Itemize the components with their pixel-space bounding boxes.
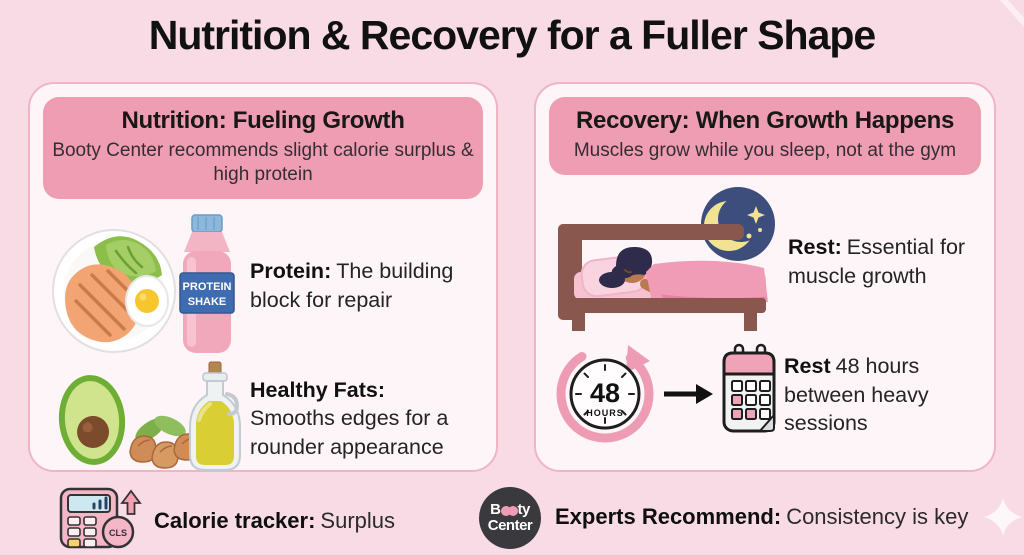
rest-row: Rest: Essential for muscle growth <box>536 187 994 337</box>
recovery-card: Recovery: When Growth Happens Muscles gr… <box>534 82 996 472</box>
clock-48-value: 48 <box>590 378 620 408</box>
rest-48-text: Rest 48 hours between heavy sessions <box>776 352 984 437</box>
rest-48-hours-icon: 48 HOURS <box>552 339 776 450</box>
recovery-subtitle: Muscles grow while you sleep, not at the… <box>573 140 957 161</box>
calorie-tracker-label: Calorie tracker: <box>154 507 316 533</box>
healthy-fats-icon <box>46 360 242 477</box>
rest-48-description: 48 hours between heavy sessions <box>784 354 929 435</box>
calculator-icon: CLS <box>58 486 144 555</box>
page-title: Nutrition & Recovery for a Fuller Shape <box>148 12 877 58</box>
calculator-cls-badge: CLS <box>109 528 127 538</box>
sparkle-icon <box>983 497 1023 542</box>
logo-letters-ty: ty <box>517 501 531 519</box>
experts-recommend-text: Experts Recommend: Consistency is key <box>555 504 968 530</box>
sleeping-bed-icon <box>552 184 780 339</box>
protein-meal-icon: PROTEIN SHAKE <box>46 209 242 362</box>
logo-letter-b: B <box>490 501 501 519</box>
nutrition-banner: Nutrition: Fueling Growth Booty Center r… <box>43 97 483 199</box>
nutrition-card: Nutrition: Fueling Growth Booty Center r… <box>28 82 498 472</box>
calorie-tracker-text: Calorie tracker: Surplus <box>154 508 395 534</box>
protein-label: Protein: <box>250 259 332 284</box>
protein-description: The building block for repair <box>250 259 454 312</box>
recovery-header: Recovery: When Growth Happens <box>575 107 955 134</box>
calorie-tracker-value: Surplus <box>320 507 396 533</box>
healthy-fats-label: Healthy Fats: <box>250 377 386 402</box>
healthy-fats-description: Smooths edges for a rounder appearance <box>250 406 449 459</box>
experts-recommend-item: Experts Recommend: Consistency is key <box>555 486 968 548</box>
logo-dot-icon <box>507 506 518 517</box>
rest-text: Rest: Essential for muscle growth <box>780 233 984 290</box>
protein-shake-label-line1: PROTEIN <box>183 281 232 293</box>
logo-line-center: Center <box>487 517 533 534</box>
experts-recommend-label: Experts Recommend: <box>555 504 782 529</box>
protein-text: Protein: The building block for repair <box>242 257 486 314</box>
experts-recommend-value: Consistency is key <box>786 504 969 529</box>
calorie-tracker-item: CLS Calorie tracker: Surplus <box>58 486 395 555</box>
clock-hours-unit: HOURS <box>586 408 624 418</box>
nutrition-header: Nutrition: Fueling Growth <box>121 107 405 134</box>
logo-dot-icon <box>500 506 511 517</box>
rest-48-label: Rest <box>784 354 831 379</box>
protein-shake-label-line2: SHAKE <box>188 296 227 308</box>
protein-row: PROTEIN SHAKE Protein: The building block… <box>30 211 496 361</box>
healthy-fats-row: Healthy Fats: Smooths edges for a rounder… <box>30 360 496 477</box>
rest-label: Rest: <box>788 235 842 260</box>
recovery-banner: Recovery: When Growth Happens Muscles gr… <box>549 97 981 175</box>
rest-48-row: 48 HOURS <box>536 339 994 451</box>
rest-description: Essential for muscle growth <box>788 235 966 288</box>
nutrition-subtitle: Booty Center recommends slight calorie s… <box>52 140 474 185</box>
healthy-fats-text: Healthy Fats: Smooths edges for a rounder… <box>242 376 486 461</box>
